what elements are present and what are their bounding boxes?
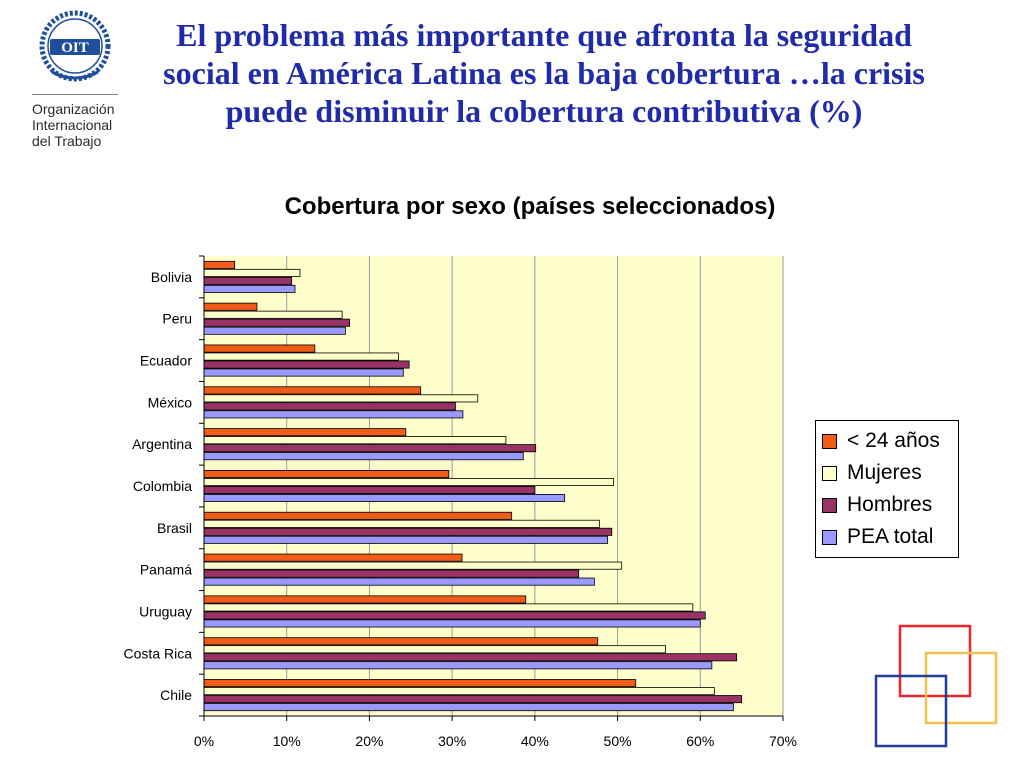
legend-label: Mujeres bbox=[847, 461, 922, 484]
org-name-line-3: del Trabajo bbox=[32, 133, 102, 149]
bar-mujeres-chile bbox=[203, 687, 715, 696]
bar-pea-total-ecuador bbox=[203, 368, 404, 377]
y-tick-label: Colombia bbox=[133, 478, 192, 494]
legend-swatch bbox=[822, 529, 837, 545]
x-tick-label: 0% bbox=[194, 733, 214, 749]
legend-swatch bbox=[822, 497, 837, 513]
bar-pea-total-panamá bbox=[203, 577, 595, 586]
bar-hombres-bolivia bbox=[203, 276, 293, 285]
bar-pea-total-méxico bbox=[203, 410, 464, 419]
bar-24-a-os-argentina bbox=[203, 428, 407, 437]
bar-hombres-ecuador bbox=[203, 360, 410, 369]
bar-24-a-os-colombia bbox=[203, 469, 450, 478]
bar-24-a-os-panamá bbox=[203, 553, 463, 562]
bar-pea-total-argentina bbox=[203, 452, 524, 461]
legend-swatch bbox=[822, 465, 837, 481]
y-tick-label: Peru bbox=[162, 311, 192, 327]
legend-item: PEA total bbox=[816, 521, 958, 553]
x-tick-label: 70% bbox=[769, 733, 797, 749]
bar-24-a-os-brasil bbox=[203, 511, 513, 520]
slide-title: El problema más importante que afronta l… bbox=[163, 17, 925, 129]
y-tick-label: Argentina bbox=[132, 436, 192, 452]
bar-hombres-colombia bbox=[203, 485, 536, 494]
y-tick-label: México bbox=[148, 394, 193, 410]
bar-mujeres-bolivia bbox=[203, 268, 301, 277]
bar-mujeres-uruguay bbox=[203, 603, 694, 612]
legend-label: Hombres bbox=[847, 493, 933, 516]
bar-hombres-peru bbox=[203, 318, 350, 327]
x-tick-label: 30% bbox=[438, 733, 466, 749]
x-tick-label: 20% bbox=[355, 733, 383, 749]
bar-24-a-os-peru bbox=[203, 302, 258, 311]
bar-pea-total-brasil bbox=[203, 535, 609, 544]
org-name-line-1: Organización bbox=[32, 101, 115, 117]
decorative-squares bbox=[874, 624, 998, 748]
legend-item: Hombres bbox=[816, 489, 958, 521]
bar-mujeres-brasil bbox=[203, 519, 600, 528]
bar-pea-total-colombia bbox=[203, 493, 566, 502]
chart-title: Cobertura por sexo (países seleccionados… bbox=[284, 193, 776, 220]
legend-label: PEA total bbox=[847, 525, 934, 548]
bar-hombres-costa-rica bbox=[203, 653, 738, 662]
bar-24-a-os-chile bbox=[203, 679, 637, 688]
x-tick-label: 40% bbox=[521, 733, 549, 749]
bar-hombres-uruguay bbox=[203, 611, 706, 620]
bar-pea-total-costa-rica bbox=[203, 661, 713, 670]
bar-hombres-méxico bbox=[203, 402, 456, 411]
bar-mujeres-peru bbox=[203, 310, 343, 319]
y-tick-label: Chile bbox=[160, 687, 192, 703]
bar-24-a-os-bolivia bbox=[203, 260, 236, 269]
oit-emblem-icon: OIT bbox=[39, 10, 111, 82]
logo-divider bbox=[32, 94, 118, 95]
x-tick-label: 60% bbox=[686, 733, 714, 749]
y-tick-label: Costa Rica bbox=[124, 645, 193, 661]
deco-square-yellow bbox=[924, 651, 998, 725]
legend-item: Mujeres bbox=[816, 457, 958, 489]
bar-hombres-panamá bbox=[203, 569, 580, 578]
bar-pea-total-peru bbox=[203, 326, 346, 335]
bar-mujeres-costa-rica bbox=[203, 645, 666, 654]
logo-acronym: OIT bbox=[61, 40, 89, 56]
y-tick-label: Uruguay bbox=[139, 603, 192, 619]
legend-label: < 24 años bbox=[847, 429, 940, 452]
x-tick-label: 50% bbox=[604, 733, 632, 749]
y-tick-label: Brasil bbox=[157, 520, 192, 536]
bar-mujeres-argentina bbox=[203, 436, 507, 445]
y-tick-label: Ecuador bbox=[140, 353, 192, 369]
bar-pea-total-chile bbox=[203, 703, 734, 712]
bar-hombres-chile bbox=[203, 695, 743, 704]
bar-hombres-brasil bbox=[203, 527, 613, 536]
bar-hombres-argentina bbox=[203, 444, 537, 453]
bar-24-a-os-costa-rica bbox=[203, 637, 599, 646]
bar-24-a-os-méxico bbox=[203, 386, 422, 395]
legend-swatch bbox=[822, 433, 837, 449]
bar-24-a-os-ecuador bbox=[203, 344, 316, 353]
y-tick-label: Panamá bbox=[140, 562, 192, 578]
x-tick-label: 10% bbox=[273, 733, 301, 749]
bar-mujeres-colombia bbox=[203, 477, 614, 486]
y-tick-label: Bolivia bbox=[151, 269, 192, 285]
bar-pea-total-uruguay bbox=[203, 619, 701, 628]
legend-item: < 24 años bbox=[816, 425, 958, 457]
chart-legend: < 24 años Mujeres Hombres PEA total bbox=[815, 420, 959, 558]
bar-pea-total-bolivia bbox=[203, 284, 296, 293]
deco-square-blue bbox=[874, 674, 948, 748]
org-name-line-2: Internacional bbox=[32, 117, 113, 133]
bar-mujeres-méxico bbox=[203, 394, 479, 403]
oit-logo: OIT Organización Internacional del Traba… bbox=[30, 10, 120, 149]
bar-mujeres-ecuador bbox=[203, 352, 399, 361]
deco-square-red bbox=[898, 624, 972, 698]
bar-24-a-os-uruguay bbox=[203, 595, 527, 604]
bar-mujeres-panamá bbox=[203, 561, 623, 570]
